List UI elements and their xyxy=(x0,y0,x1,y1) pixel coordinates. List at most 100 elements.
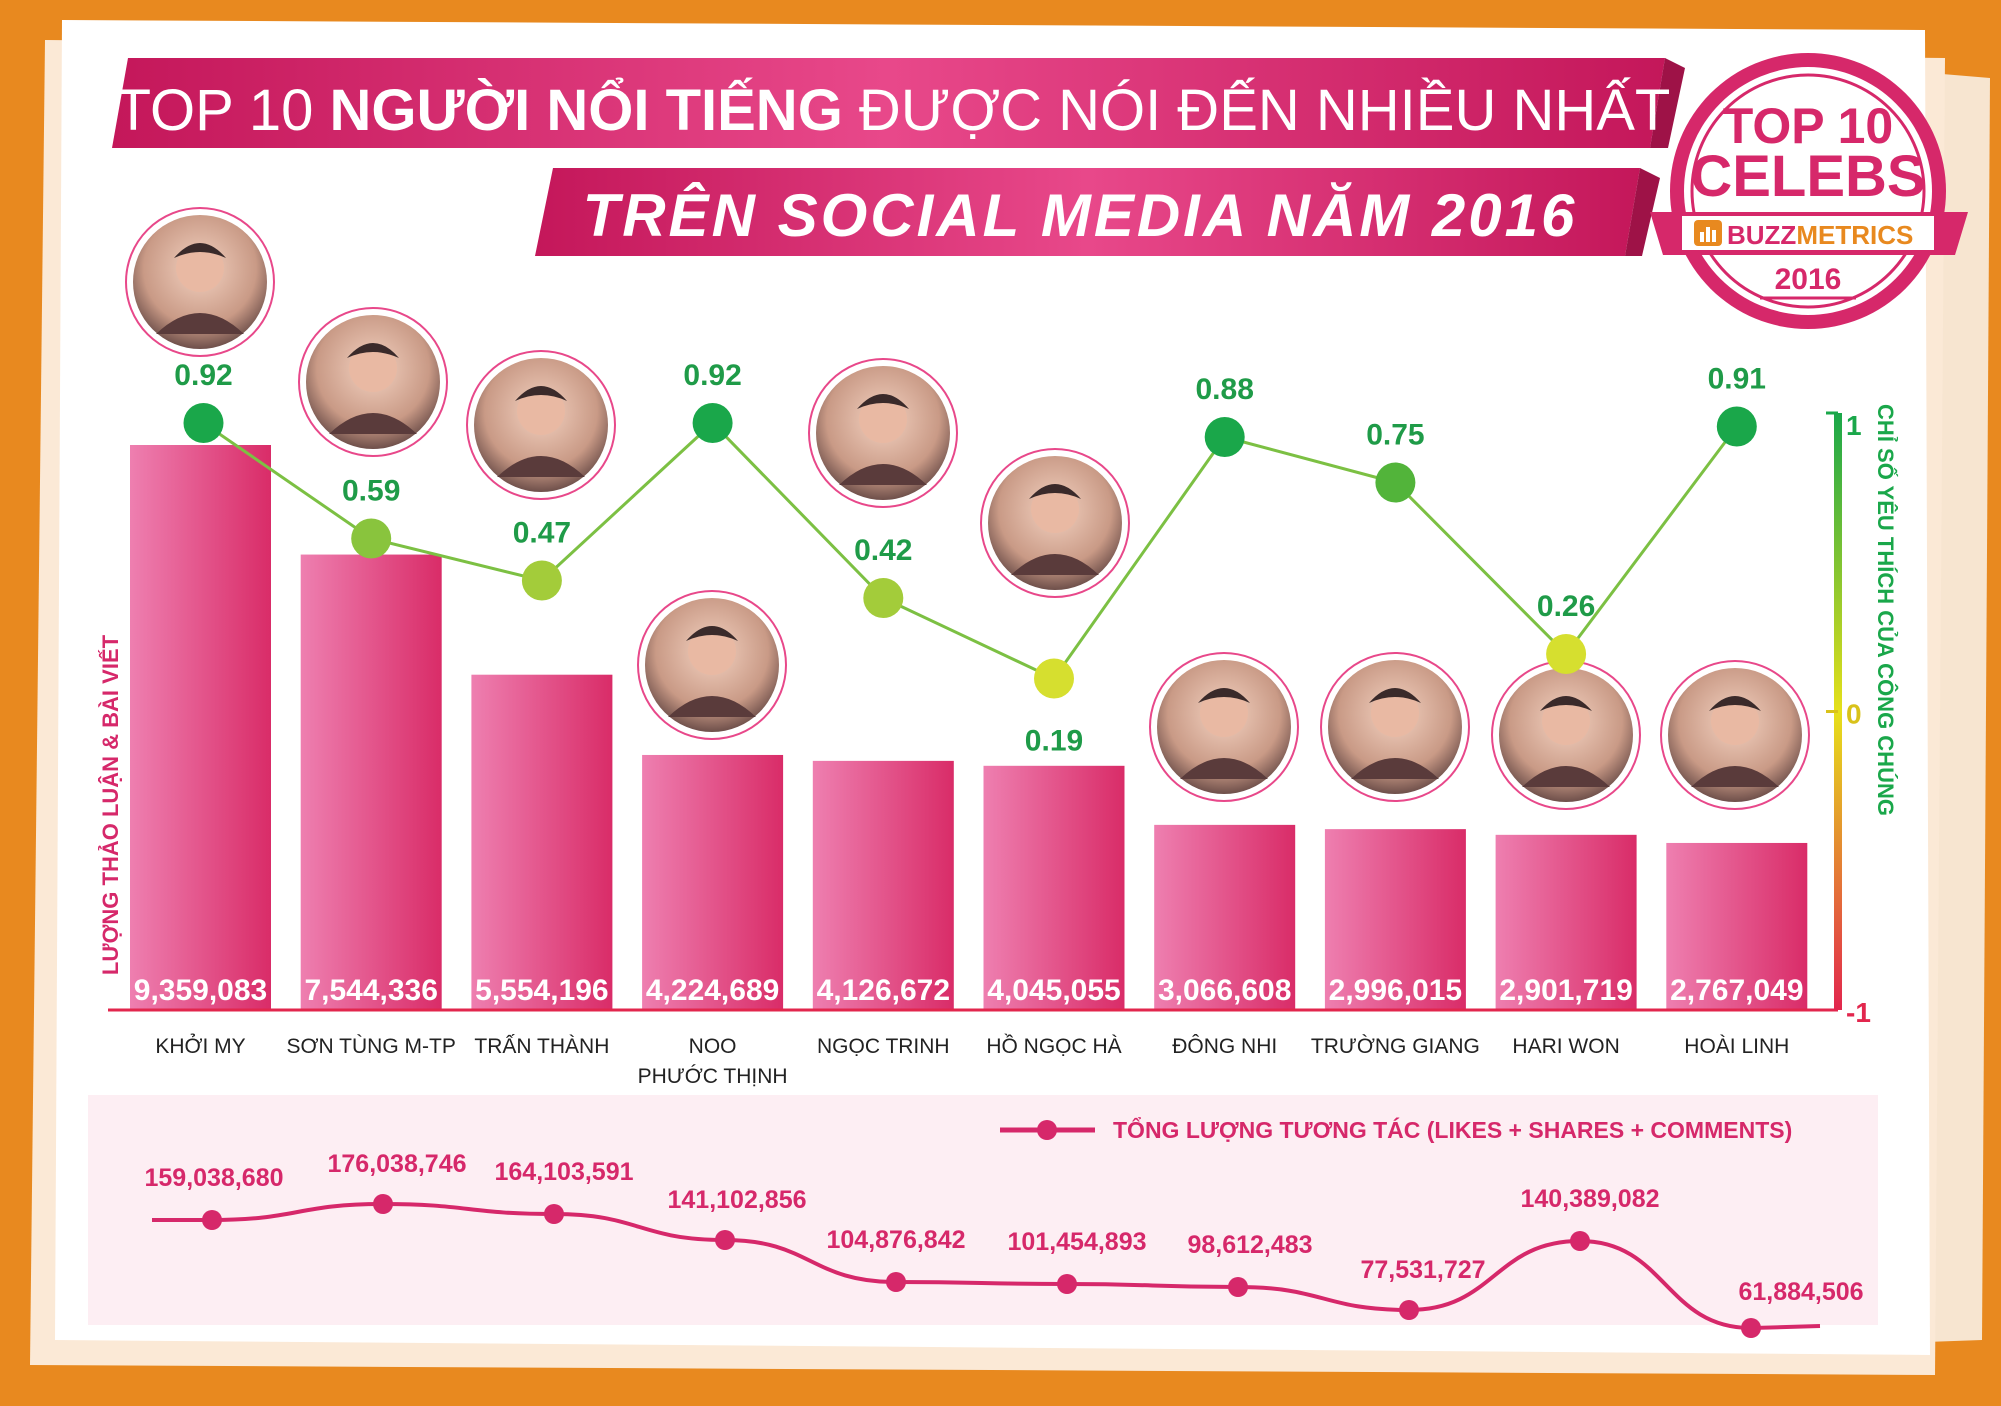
title-ribbon-2 xyxy=(535,168,1660,256)
interaction-legend-label: TỔNG LƯỢNG TƯƠNG TÁC (LIKES + SHARES + C… xyxy=(1113,1116,1792,1143)
interaction-point-label-6: 98,612,483 xyxy=(1187,1231,1312,1259)
bar-value-label-4: 4,126,672 xyxy=(817,974,950,1007)
bar-6 xyxy=(1154,824,1296,1010)
interaction-point-label-8: 140,389,082 xyxy=(1520,1185,1659,1213)
interaction-point-label-1: 176,038,746 xyxy=(327,1150,466,1178)
portrait-icon-4 xyxy=(808,358,958,508)
bar-value-label-3: 4,224,689 xyxy=(646,974,779,1007)
bar-value-label-7: 2,996,015 xyxy=(1329,974,1462,1007)
bar-8 xyxy=(1495,834,1637,1010)
title-ribbon-1 xyxy=(112,58,1685,148)
like-point-7 xyxy=(1375,462,1416,503)
category-label-5-0: HỒ NGỌC HÀ xyxy=(986,1034,1121,1058)
title-part-a: TOP 10 xyxy=(116,78,330,143)
interaction-point-label-2: 164,103,591 xyxy=(494,1158,633,1186)
title-line-2: TRÊN SOCIAL MEDIA NĂM 2016 xyxy=(583,182,1578,249)
like-point-label-1: 0.59 xyxy=(342,475,400,508)
category-label-9-0: HOÀI LINH xyxy=(1684,1035,1789,1058)
interaction-point-6 xyxy=(1228,1277,1248,1297)
like-point-label-9: 0.91 xyxy=(1708,363,1766,396)
top10-celebs-badge: TOP 10 CELEBS BUZZMETRICS 2016 xyxy=(1650,53,1968,329)
title-part-c: ĐƯỢC NÓI ĐẾN NHIỀU NHẤT xyxy=(843,78,1671,143)
interaction-point-4 xyxy=(886,1272,906,1292)
category-label-1-0: SƠN TÙNG M-TP xyxy=(287,1035,456,1058)
like-index-line xyxy=(202,420,1738,681)
portrait-icon-2 xyxy=(466,350,616,500)
bar-value-label-9: 2,767,049 xyxy=(1670,974,1803,1007)
like-point-label-2: 0.47 xyxy=(513,517,571,550)
category-label-4-0: NGỌC TRINH xyxy=(817,1035,950,1058)
bar-value-label-1: 7,544,336 xyxy=(304,974,437,1007)
title-line-1: TOP 10 NGƯỜI NỔI TIẾNG ĐƯỢC NÓI ĐẾN NHIỀ… xyxy=(116,78,1671,143)
badge-brand: BUZZMETRICS xyxy=(1727,220,1913,250)
bar-value-label-8: 2,901,719 xyxy=(1499,974,1632,1007)
title-part-b: NGƯỜI NỔI TIẾNG xyxy=(330,78,843,143)
like-axis-label: CHỈ SỐ YÊU THÍCH CỦA CÔNG CHÚNG xyxy=(1873,404,1899,816)
interaction-line xyxy=(152,1201,1821,1331)
interaction-point-5 xyxy=(1057,1274,1077,1294)
category-label-3-0: NOO xyxy=(689,1035,737,1058)
like-point-label-5: 0.19 xyxy=(1025,725,1083,758)
badge-celebs: CELEBS xyxy=(1690,144,1925,209)
bar-value-label-6: 3,066,608 xyxy=(1158,974,1291,1007)
portrait-icon-8 xyxy=(1491,660,1641,810)
interaction-point-7 xyxy=(1399,1300,1419,1320)
portrait-icon-7 xyxy=(1320,652,1470,802)
portrait-icon-0 xyxy=(125,207,275,357)
like-point-label-8: 0.26 xyxy=(1537,590,1595,623)
category-label-7-0: TRƯỜNG GIANG xyxy=(1311,1035,1480,1058)
portrait-icon-3 xyxy=(637,590,787,740)
interaction-point-1 xyxy=(373,1194,393,1214)
interaction-point-label-7: 77,531,727 xyxy=(1360,1256,1485,1284)
like-point-4 xyxy=(863,578,904,618)
like-point-label-0: 0.92 xyxy=(174,359,232,392)
bar-2 xyxy=(471,674,613,1010)
category-label-2-0: TRẤN THÀNH xyxy=(474,1035,609,1058)
like-point-3 xyxy=(692,403,733,443)
like-point-label-4: 0.42 xyxy=(854,534,912,567)
interaction-point-0 xyxy=(202,1210,222,1230)
like-axis-tick-label-2: -1 xyxy=(1846,997,1871,1028)
category-label-8-0: HARI WON xyxy=(1512,1035,1619,1058)
portrait-icon-6 xyxy=(1149,652,1299,802)
like-point-label-6: 0.88 xyxy=(1196,373,1254,406)
bar-value-label-0: 9,359,083 xyxy=(134,974,267,1007)
buzzmetrics-logo-icon xyxy=(1694,220,1722,246)
y-axis-label: LƯỢNG THẢO LUẬN & BÀI VIẾT xyxy=(98,634,123,975)
badge-year: 2016 xyxy=(1775,263,1842,296)
bar-1 xyxy=(300,554,442,1010)
interaction-point-label-3: 141,102,856 xyxy=(667,1186,806,1214)
interaction-point-9 xyxy=(1741,1318,1761,1338)
like-point-6 xyxy=(1204,417,1245,457)
like-point-label-7: 0.75 xyxy=(1366,419,1424,452)
bar-value-label-2: 5,554,196 xyxy=(475,974,608,1007)
interaction-point-3 xyxy=(715,1230,735,1250)
like-point-8 xyxy=(1546,634,1587,674)
interaction-point-label-5: 101,454,893 xyxy=(1007,1228,1146,1256)
like-axis-tick-label-1: 0 xyxy=(1846,699,1862,730)
like-axis-tick-label-0: 1 xyxy=(1846,410,1862,441)
like-point-label-3: 0.92 xyxy=(683,359,741,392)
bar-7 xyxy=(1324,829,1466,1010)
bar-5 xyxy=(983,765,1125,1010)
portrait-icon-5 xyxy=(980,448,1130,598)
like-point-2 xyxy=(521,560,562,601)
category-label-6-0: ĐÔNG NHI xyxy=(1172,1035,1277,1058)
category-label-0-0: KHỞI MY xyxy=(155,1034,245,1058)
bar-9 xyxy=(1666,842,1808,1010)
interaction-point-label-4: 104,876,842 xyxy=(826,1226,965,1254)
like-point-0 xyxy=(183,403,224,443)
category-label-3-1: PHƯỚC THỊNH xyxy=(638,1065,788,1088)
portrait-icon-9 xyxy=(1660,660,1810,810)
like-point-5 xyxy=(1034,658,1074,699)
bar-0 xyxy=(130,445,271,1010)
badge-top10: TOP 10 xyxy=(1723,98,1893,154)
like-point-9 xyxy=(1716,406,1757,447)
like-point-1 xyxy=(351,518,392,559)
portrait-icon-1 xyxy=(298,307,448,457)
interaction-legend: TỔNG LƯỢNG TƯƠNG TÁC (LIKES + SHARES + C… xyxy=(1000,1116,1792,1143)
bar-4 xyxy=(812,760,954,1010)
interaction-point-label-0: 159,038,680 xyxy=(144,1164,283,1192)
